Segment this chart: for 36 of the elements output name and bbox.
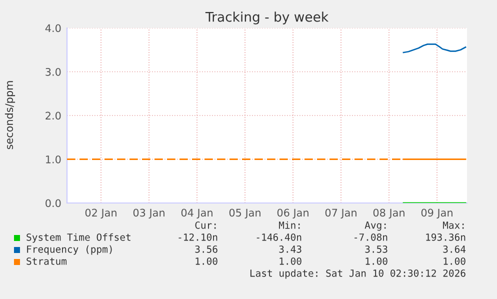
y-tick-label: 2.0: [46, 112, 61, 120]
y-tick-label: 4.0: [45, 24, 61, 32]
legend-label: Frequency (ppm): [27, 245, 112, 255]
text: -7.08n: [354, 233, 388, 241]
x-tick-label: 09 Jan: [421, 208, 452, 219]
x-tick-label: 03 Jan: [133, 208, 164, 219]
x-tick-label: 08 Jan: [373, 208, 404, 219]
text: 3.64: [443, 245, 466, 253]
text: 193.36n: [426, 233, 466, 241]
legend-label: Stratum: [26, 257, 67, 265]
text: -12.10n: [178, 233, 218, 241]
text: Min:: [278, 221, 300, 229]
line-series: [402, 43, 466, 54]
x-tick-label: 02 Jan: [85, 208, 116, 219]
text: Max:: [442, 222, 464, 229]
text: 3.43: [279, 245, 302, 253]
text: Last update: Sat Jan 10 02:30:12 2026: [250, 269, 466, 279]
text: 1.00: [280, 257, 302, 265]
y-axis-title: seconds/ppm: [4, 81, 16, 150]
x-tick-label: 07 Jan: [325, 208, 356, 219]
text: -146.40n: [256, 233, 302, 241]
y-tick-label: 0.0: [46, 199, 61, 208]
text: 1.00: [196, 257, 218, 265]
x-tick-label: 06 Jan: [277, 208, 308, 219]
chart-title: Tracking - by week: [205, 12, 329, 24]
y-tick-label: 1.0: [46, 155, 61, 164]
text: 1.00: [444, 257, 466, 265]
legend-label: System Time Offset: [26, 233, 130, 243]
x-tick-label: 05 Jan: [229, 208, 260, 219]
x-tick-label: 04 Jan: [181, 208, 212, 219]
text: Avg:: [364, 222, 386, 231]
text: 1.00: [366, 257, 388, 265]
text: 3.53: [365, 245, 388, 253]
text: 3.56: [195, 245, 218, 253]
text: Cur:: [195, 221, 216, 229]
y-tick-label: 3.0: [46, 68, 61, 76]
